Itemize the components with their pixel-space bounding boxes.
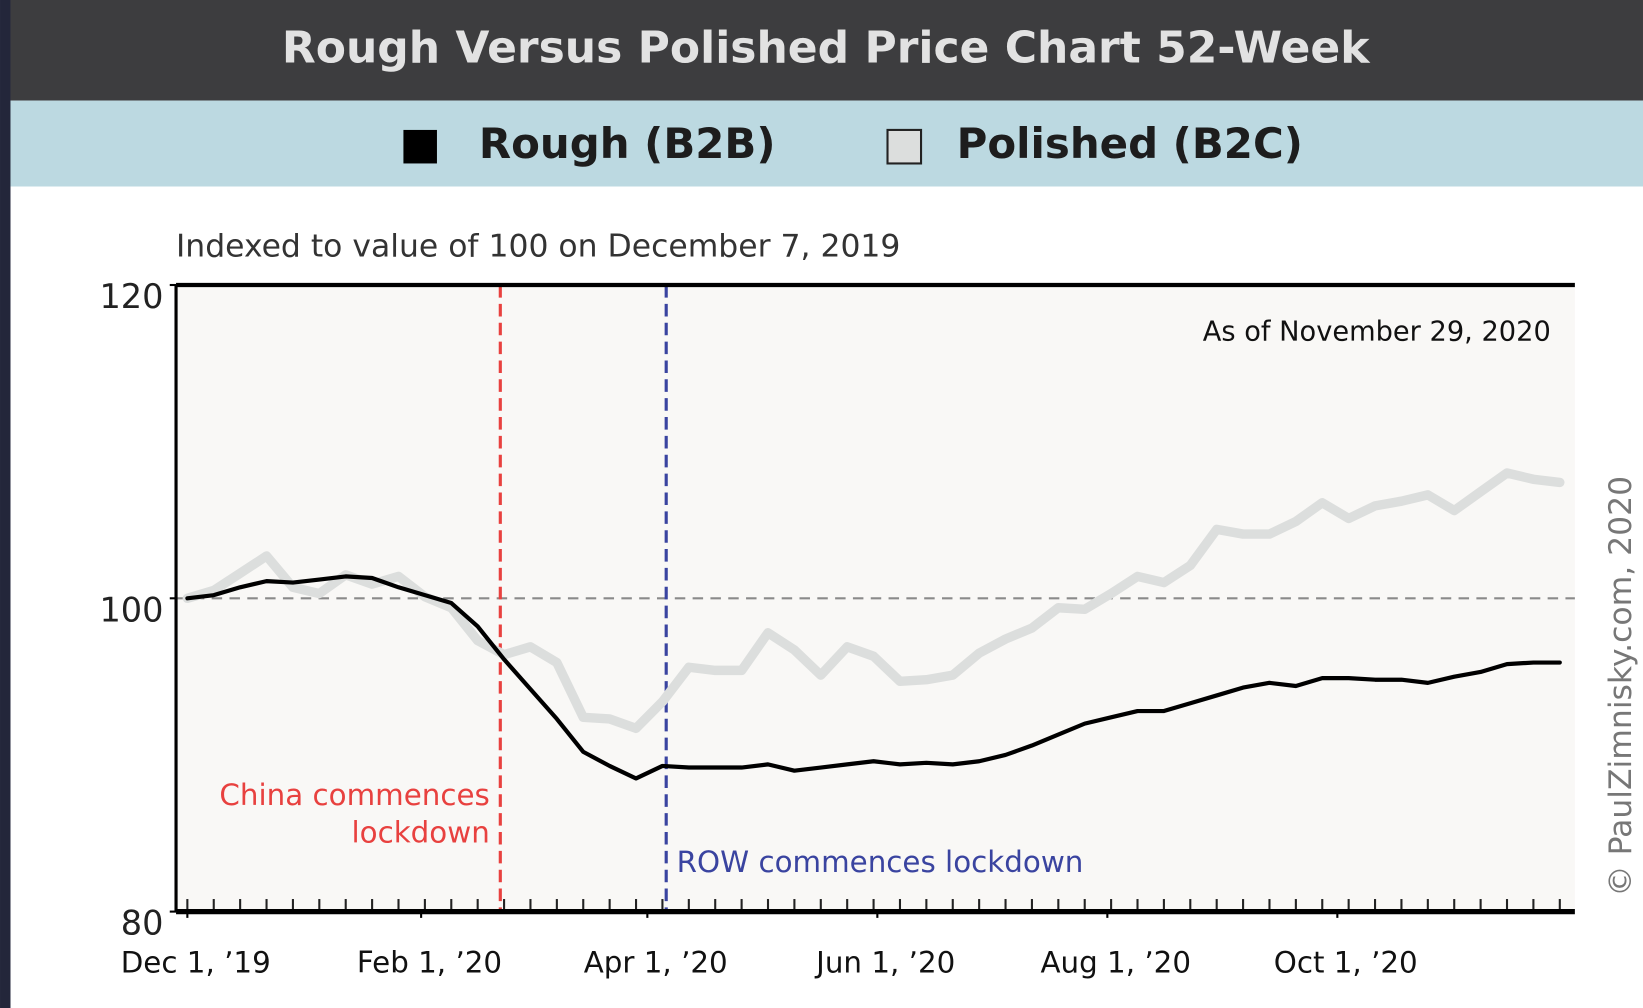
x-tick-label: Oct 1, ’20 <box>1274 945 1418 979</box>
series-line <box>182 468 1565 734</box>
y-tick-label: 100 <box>99 590 163 629</box>
left-border <box>0 0 11 1008</box>
chart-title: Rough Versus Polished Price Chart 52-Wee… <box>282 22 1371 73</box>
y-tick-label: 120 <box>99 277 163 316</box>
x-tick-label: Apr 1, ’20 <box>584 945 728 979</box>
title-bar <box>10 0 1643 101</box>
x-tick-label: Aug 1, ’20 <box>1040 945 1191 979</box>
series-line <box>185 574 1562 781</box>
x-tick-label: Dec 1, ’19 <box>121 945 271 979</box>
annotation-text: ROW commences lockdown <box>677 845 1084 879</box>
x-tick-label: Jun 1, ’20 <box>814 945 955 979</box>
y-tick-label: 80 <box>121 904 164 943</box>
note: As of November 29, 2020 <box>1203 317 1551 348</box>
legend-label: Rough (B2B) <box>479 119 776 168</box>
legend-bar <box>10 100 1643 187</box>
legend-label: Polished (B2C) <box>957 119 1303 168</box>
plot: 80 100 120 Dec 1, ’19 Feb 1, ’20 Apr 1, ’20 Ju… <box>99 119 1575 979</box>
legend-swatch <box>403 129 437 164</box>
legend-swatch <box>886 128 923 165</box>
annotation-text: lockdown <box>351 816 489 850</box>
subtitle: Indexed to value of 100 on December 7, 2… <box>176 228 900 264</box>
credit: © PaulZimnisky.com, 2020 <box>1603 476 1639 897</box>
x-tick-label: Feb 1, ’20 <box>357 945 502 979</box>
annotation-text: China commences <box>219 778 489 812</box>
